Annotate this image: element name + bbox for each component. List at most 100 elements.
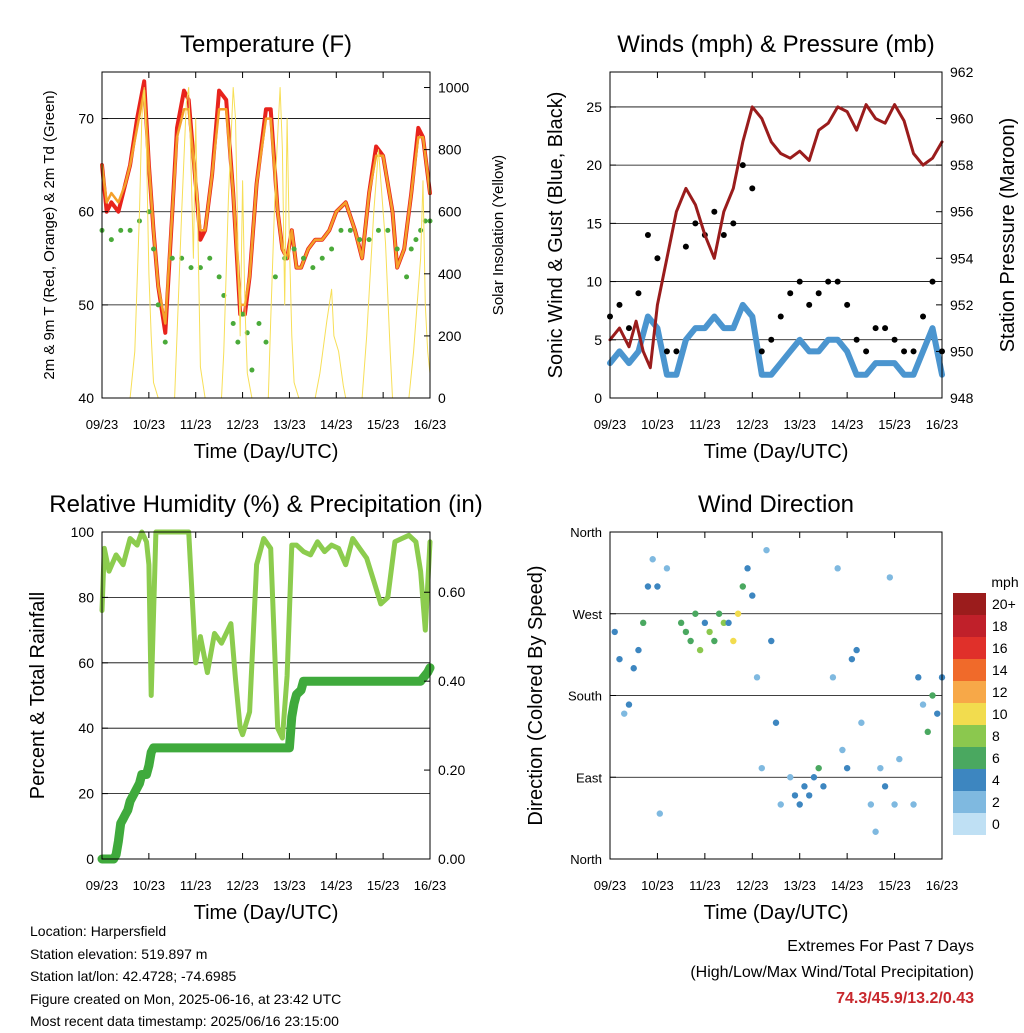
winds-gust-point: [910, 348, 917, 355]
temperature-dewpoint-point: [230, 320, 236, 326]
winds-gust-point: [863, 348, 870, 355]
winds-gust-point: [635, 290, 642, 297]
winds-title: Winds (mph) & Pressure (mb): [617, 31, 934, 58]
legend-swatch: [953, 769, 986, 791]
winds-ytick-label: 10: [586, 274, 602, 290]
winds-plot-frame: [609, 71, 943, 399]
temperature-y2label: Solar Insolation (Yellow): [490, 155, 507, 315]
legend-label: 12: [992, 684, 1008, 700]
temperature-dewpoint-point: [413, 237, 419, 243]
direction-ytick-label: North: [570, 852, 602, 867]
humidity-precip-line: [97, 663, 435, 864]
winds-gust-point: [901, 348, 908, 355]
temperature-ytick-label: 60: [78, 204, 94, 220]
direction-point: [625, 701, 633, 708]
humidity-y2tick-label: 0.60: [438, 584, 465, 600]
temperature-dewpoint-point: [366, 237, 372, 243]
humidity-ytick-label: 80: [78, 589, 94, 605]
temperature-dewpoint-point: [385, 227, 391, 233]
winds-y2tick-label: 960: [950, 111, 974, 127]
direction-point: [934, 710, 941, 717]
direction-point: [749, 592, 756, 599]
winds-gust-point: [749, 185, 756, 192]
direction-point: [801, 783, 808, 790]
extremes-values: 74.3/45.9/13.2/0.43: [836, 990, 974, 1007]
winds-xtick-label: 15/23: [878, 417, 911, 432]
humidity-xtick-label: 14/23: [320, 878, 353, 893]
direction-point: [635, 646, 642, 654]
winds-gust-point: [853, 336, 860, 343]
direction-point: [815, 764, 822, 772]
winds-ytick-label: 20: [586, 157, 602, 173]
winds-ylabel: Sonic Wind & Gust (Blue, Black): [545, 92, 567, 379]
winds-gust-point: [739, 162, 746, 169]
temperature-dewpoint-point: [127, 227, 133, 233]
winds-gust-point: [711, 208, 718, 215]
winds-gust-point: [796, 278, 803, 285]
direction-ytick-label: North: [570, 525, 602, 540]
temperature-dewpoint-point: [319, 255, 325, 261]
direction-point: [877, 764, 884, 772]
direction-point: [919, 701, 927, 708]
humidity-ytick-label: 40: [78, 720, 94, 736]
humidity-xtick-label: 16/23: [414, 878, 447, 893]
temperature-dewpoint-point: [216, 274, 222, 280]
direction-point: [929, 692, 936, 699]
humidity-ytick-label: 0: [86, 851, 94, 867]
direction-point: [720, 619, 728, 627]
humidity-xtick-label: 10/23: [133, 878, 166, 893]
winds-pressure-line: [608, 103, 944, 370]
temperature-ytick-label: 70: [78, 111, 94, 127]
temperature-dewpoint-point: [408, 246, 414, 252]
direction-point: [820, 783, 827, 790]
direction-point: [848, 655, 856, 663]
humidity-xlabel: Time (Day/UTC): [194, 902, 339, 924]
direction-ytick-label: South: [568, 689, 602, 704]
direction-point: [692, 610, 699, 617]
legend-swatch: [953, 593, 986, 615]
temperature-y2tick-label: 1000: [438, 80, 469, 96]
direction-point: [758, 764, 765, 772]
temperature-dewpoint-point: [169, 255, 175, 261]
direction-point: [915, 674, 922, 681]
direction-point: [791, 792, 799, 799]
winds-xlabel: Time (Day/UTC): [704, 441, 849, 463]
direction-point: [725, 619, 732, 627]
extremes-subtitle: (High/Low/Max Wind/Total Precipitation): [690, 964, 974, 981]
direction-point: [715, 610, 723, 617]
direction-xtick-label: 09/23: [594, 878, 627, 893]
direction-point: [682, 628, 690, 636]
station-info: Location: Harpersfield Station elevation…: [30, 920, 341, 1033]
temperature-dewpoint-point: [347, 227, 353, 233]
legend-swatch: [953, 813, 986, 835]
winds-gust-point: [920, 313, 927, 320]
winds-gust-point: [882, 325, 889, 332]
winds-gust-point: [777, 313, 784, 320]
legend-swatch: [953, 637, 986, 659]
temperature-dewpoint-point: [300, 255, 306, 261]
legend-label: 4: [992, 772, 1000, 788]
legend-swatch: [953, 703, 986, 725]
humidity-y2tick-label: 0.40: [438, 673, 465, 689]
winds-xtick-label: 09/23: [594, 417, 627, 432]
station-latlon: Station lat/lon: 42.4728; -74.6985: [30, 968, 237, 984]
winds-y2tick-label: 948: [950, 390, 974, 406]
legend-label: 18: [992, 618, 1008, 634]
direction-point: [706, 628, 713, 636]
legend-label: 16: [992, 640, 1008, 656]
temperature-ytick-label: 50: [78, 297, 94, 313]
winds-xtick-label: 16/23: [926, 417, 959, 432]
temperature-xtick-label: 16/23: [414, 417, 447, 432]
temperature-xtick-label: 14/23: [320, 417, 353, 432]
extremes-panel: Extremes For Past 7 Days (High/Low/Max W…: [690, 934, 974, 1012]
direction-point: [772, 719, 780, 726]
temperature-dewpoint-point: [197, 265, 203, 271]
legend-swatch: [953, 659, 986, 681]
direction-point: [853, 646, 860, 654]
direction-point: [640, 619, 647, 627]
winds-gust-point: [692, 220, 699, 227]
temperature-dewpoint-point: [282, 255, 288, 261]
temperature-ytick-label: 40: [78, 390, 94, 406]
temperature-xlabel: Time (Day/UTC): [194, 441, 339, 463]
direction-point: [787, 774, 794, 781]
